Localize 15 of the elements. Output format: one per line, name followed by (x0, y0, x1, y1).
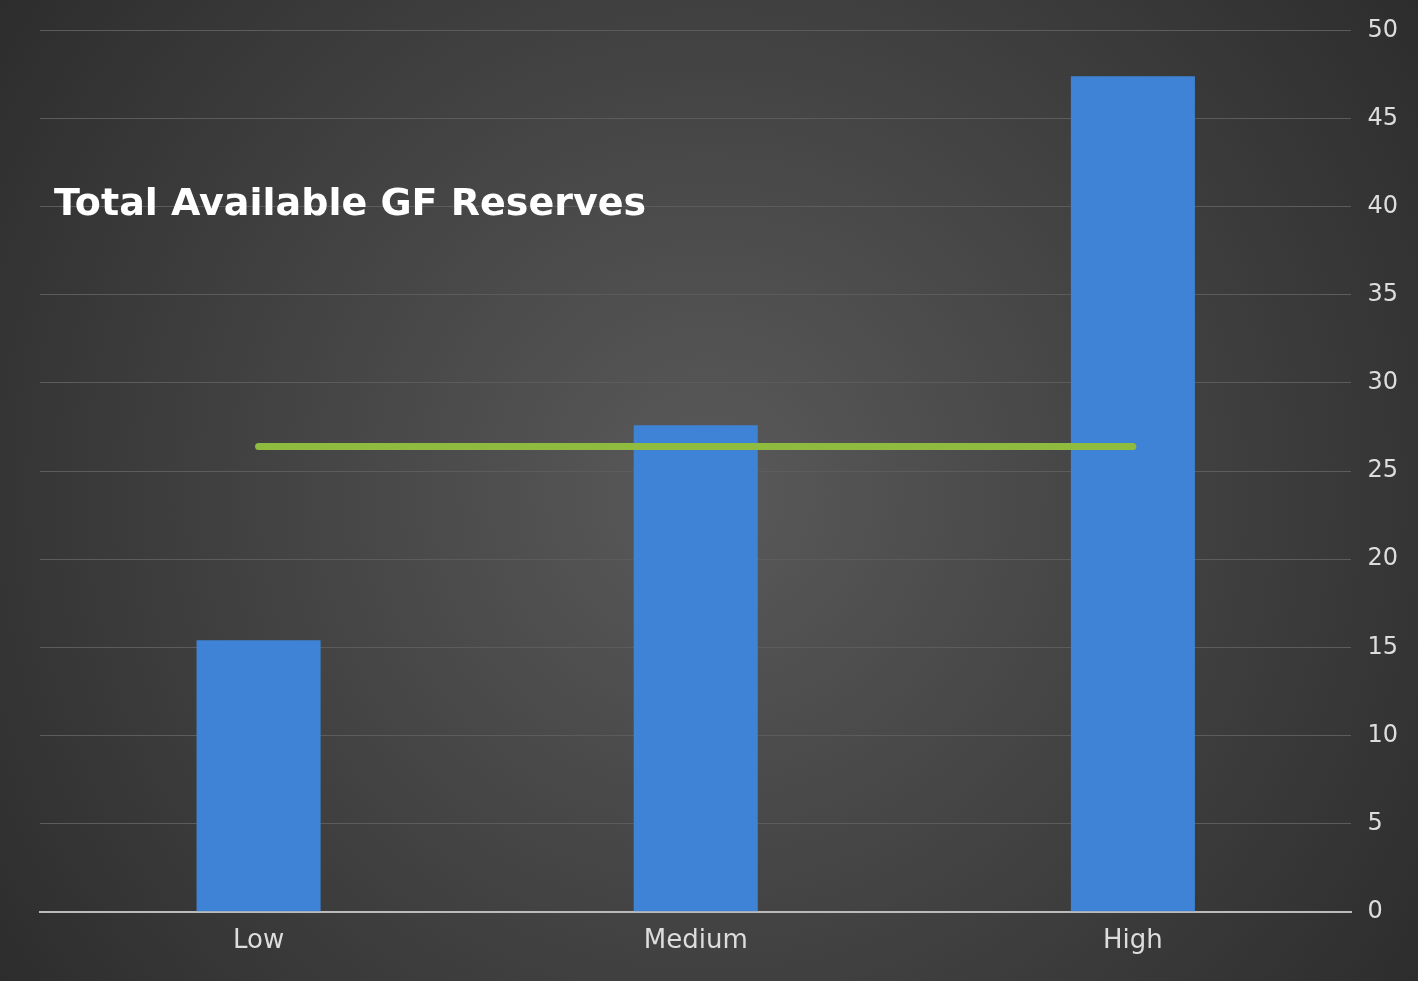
x-tick-label: High (1103, 924, 1163, 955)
y-tick-label: 20 (1367, 543, 1399, 572)
y-tick-label: 40 (1367, 190, 1399, 219)
x-tick-label: Low (232, 924, 285, 955)
y-tick-label: 10 (1367, 719, 1399, 748)
y-tick-label: 50 (1367, 14, 1399, 43)
y-tick-label: 5 (1367, 807, 1383, 836)
y-tick-label: 30 (1367, 367, 1399, 396)
y-tick-label: 15 (1367, 631, 1399, 660)
y-tick-label: 45 (1367, 102, 1399, 131)
y-tick-label: 35 (1367, 279, 1399, 308)
text: Total Available GF Reserves (54, 180, 647, 224)
y-tick-label: 0 (1367, 896, 1383, 925)
x-tick-label: Medium (643, 924, 748, 955)
y-tick-label: 25 (1367, 455, 1399, 484)
